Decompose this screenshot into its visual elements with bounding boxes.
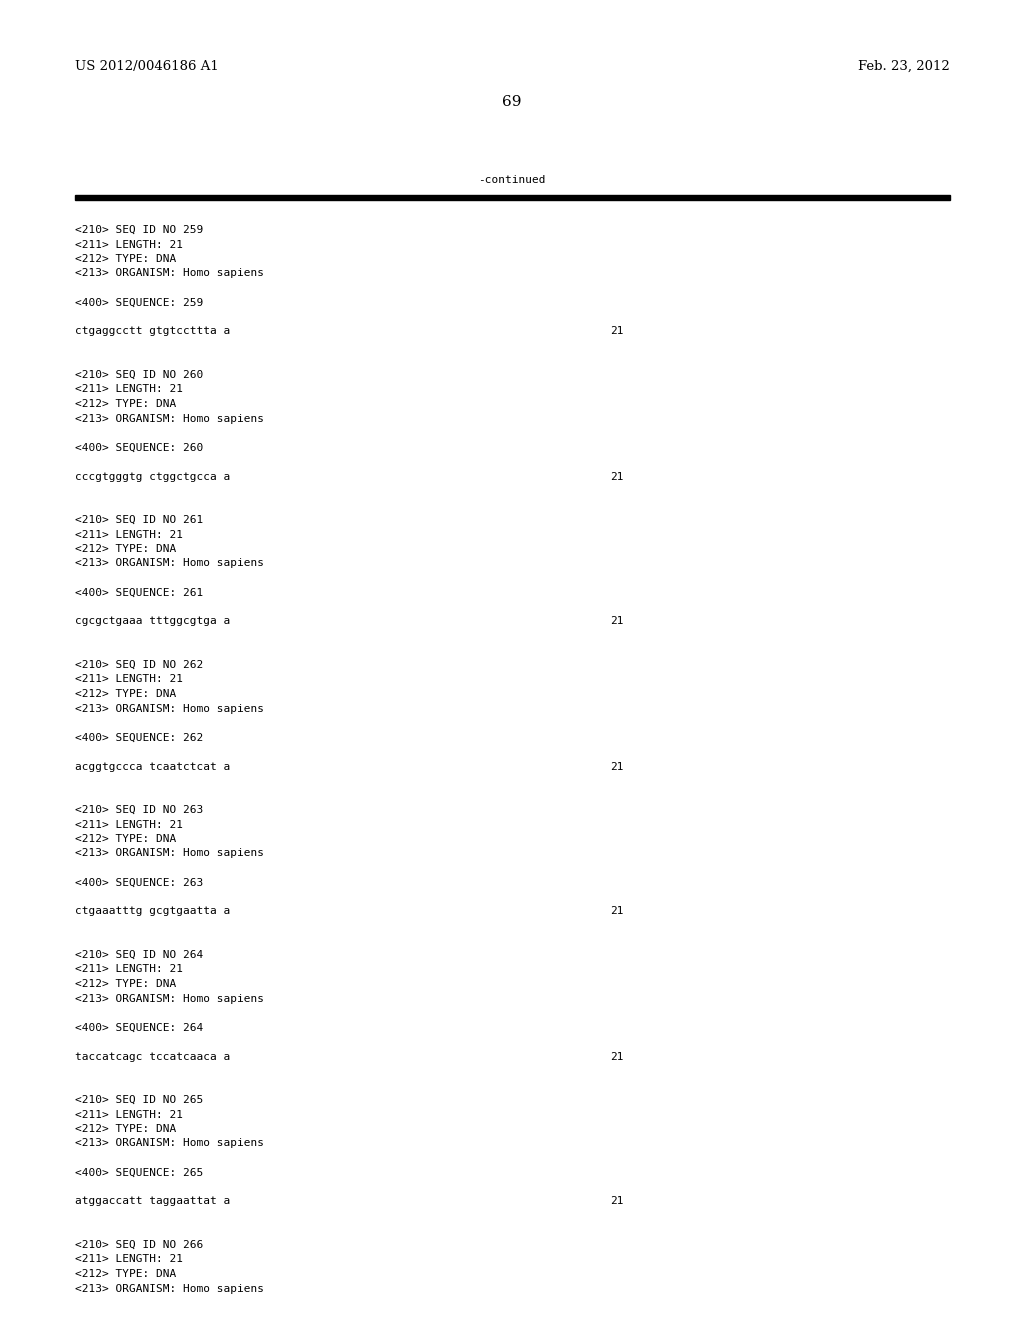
- Text: atggaccatt taggaattat a: atggaccatt taggaattat a: [75, 1196, 230, 1206]
- Text: <212> TYPE: DNA: <212> TYPE: DNA: [75, 544, 176, 554]
- Text: <400> SEQUENCE: 260: <400> SEQUENCE: 260: [75, 442, 203, 453]
- Text: US 2012/0046186 A1: US 2012/0046186 A1: [75, 59, 219, 73]
- Text: <213> ORGANISM: Homo sapiens: <213> ORGANISM: Homo sapiens: [75, 994, 264, 1003]
- Text: <210> SEQ ID NO 265: <210> SEQ ID NO 265: [75, 1096, 203, 1105]
- Text: <213> ORGANISM: Homo sapiens: <213> ORGANISM: Homo sapiens: [75, 1283, 264, 1294]
- Text: <212> TYPE: DNA: <212> TYPE: DNA: [75, 1125, 176, 1134]
- Text: <212> TYPE: DNA: <212> TYPE: DNA: [75, 689, 176, 700]
- Text: 21: 21: [610, 762, 624, 771]
- Text: <211> LENGTH: 21: <211> LENGTH: 21: [75, 1110, 183, 1119]
- Text: <210> SEQ ID NO 259: <210> SEQ ID NO 259: [75, 224, 203, 235]
- Text: acggtgccca tcaatctcat a: acggtgccca tcaatctcat a: [75, 762, 230, 771]
- Text: <213> ORGANISM: Homo sapiens: <213> ORGANISM: Homo sapiens: [75, 413, 264, 424]
- Text: Feb. 23, 2012: Feb. 23, 2012: [858, 59, 950, 73]
- Text: <212> TYPE: DNA: <212> TYPE: DNA: [75, 253, 176, 264]
- Text: 21: 21: [610, 471, 624, 482]
- Text: <210> SEQ ID NO 261: <210> SEQ ID NO 261: [75, 515, 203, 525]
- Text: <210> SEQ ID NO 260: <210> SEQ ID NO 260: [75, 370, 203, 380]
- Text: <400> SEQUENCE: 265: <400> SEQUENCE: 265: [75, 1167, 203, 1177]
- Text: <211> LENGTH: 21: <211> LENGTH: 21: [75, 820, 183, 829]
- Text: ctgaggcctt gtgtccttta a: ctgaggcctt gtgtccttta a: [75, 326, 230, 337]
- Text: <210> SEQ ID NO 266: <210> SEQ ID NO 266: [75, 1239, 203, 1250]
- Text: <211> LENGTH: 21: <211> LENGTH: 21: [75, 675, 183, 685]
- Text: <213> ORGANISM: Homo sapiens: <213> ORGANISM: Homo sapiens: [75, 704, 264, 714]
- Text: <400> SEQUENCE: 261: <400> SEQUENCE: 261: [75, 587, 203, 598]
- Text: <212> TYPE: DNA: <212> TYPE: DNA: [75, 834, 176, 843]
- Text: <400> SEQUENCE: 259: <400> SEQUENCE: 259: [75, 297, 203, 308]
- Text: <400> SEQUENCE: 262: <400> SEQUENCE: 262: [75, 733, 203, 742]
- Text: ctgaaatttg gcgtgaatta a: ctgaaatttg gcgtgaatta a: [75, 907, 230, 916]
- Text: cccgtgggtg ctggctgcca a: cccgtgggtg ctggctgcca a: [75, 471, 230, 482]
- Text: 21: 21: [610, 1052, 624, 1061]
- Text: -continued: -continued: [478, 176, 546, 185]
- Text: <210> SEQ ID NO 262: <210> SEQ ID NO 262: [75, 660, 203, 671]
- Text: <213> ORGANISM: Homo sapiens: <213> ORGANISM: Homo sapiens: [75, 849, 264, 858]
- Text: 21: 21: [610, 326, 624, 337]
- Text: 21: 21: [610, 907, 624, 916]
- Text: <400> SEQUENCE: 263: <400> SEQUENCE: 263: [75, 878, 203, 887]
- Text: 69: 69: [502, 95, 522, 110]
- Text: <213> ORGANISM: Homo sapiens: <213> ORGANISM: Homo sapiens: [75, 1138, 264, 1148]
- Text: <211> LENGTH: 21: <211> LENGTH: 21: [75, 384, 183, 395]
- Text: <400> SEQUENCE: 264: <400> SEQUENCE: 264: [75, 1023, 203, 1032]
- Text: <210> SEQ ID NO 263: <210> SEQ ID NO 263: [75, 805, 203, 814]
- Text: taccatcagc tccatcaaca a: taccatcagc tccatcaaca a: [75, 1052, 230, 1061]
- Text: <210> SEQ ID NO 264: <210> SEQ ID NO 264: [75, 950, 203, 960]
- Text: 21: 21: [610, 616, 624, 627]
- Text: 21: 21: [610, 1196, 624, 1206]
- Text: <211> LENGTH: 21: <211> LENGTH: 21: [75, 1254, 183, 1265]
- Text: <211> LENGTH: 21: <211> LENGTH: 21: [75, 529, 183, 540]
- Text: cgcgctgaaa tttggcgtga a: cgcgctgaaa tttggcgtga a: [75, 616, 230, 627]
- Text: <211> LENGTH: 21: <211> LENGTH: 21: [75, 239, 183, 249]
- Text: <211> LENGTH: 21: <211> LENGTH: 21: [75, 965, 183, 974]
- Text: <212> TYPE: DNA: <212> TYPE: DNA: [75, 979, 176, 989]
- Text: <212> TYPE: DNA: <212> TYPE: DNA: [75, 399, 176, 409]
- Text: <213> ORGANISM: Homo sapiens: <213> ORGANISM: Homo sapiens: [75, 268, 264, 279]
- Text: <212> TYPE: DNA: <212> TYPE: DNA: [75, 1269, 176, 1279]
- Text: <213> ORGANISM: Homo sapiens: <213> ORGANISM: Homo sapiens: [75, 558, 264, 569]
